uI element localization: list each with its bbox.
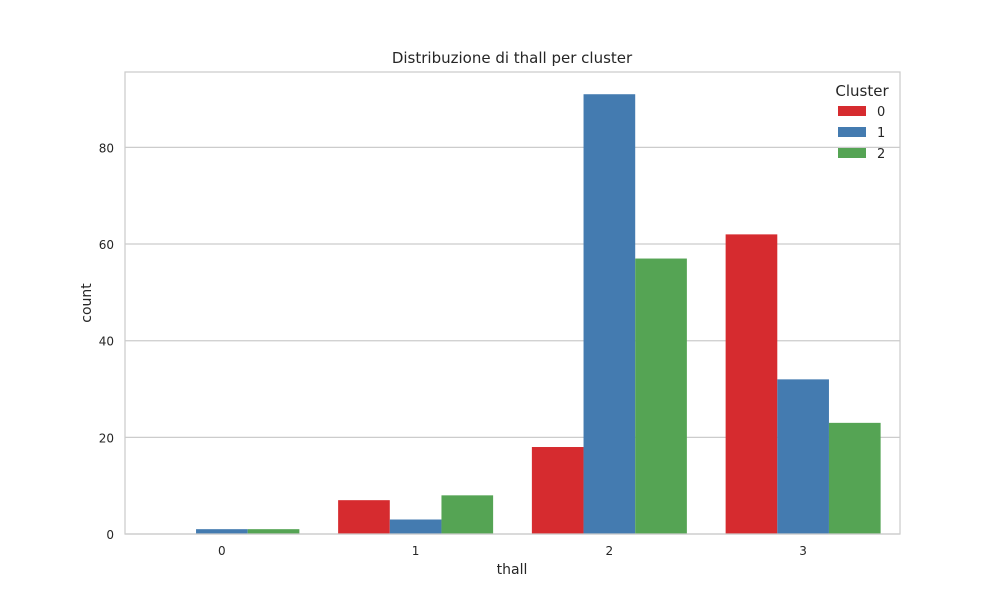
bar-cluster-2-thall-2: [635, 258, 687, 534]
x-tick-label-3: 3: [799, 544, 807, 558]
y-axis-label: count: [79, 283, 95, 323]
y-tick-label-4: 80: [99, 141, 114, 155]
legend-label-2: 2: [877, 147, 885, 162]
legend-title: Cluster: [835, 82, 889, 100]
bar-cluster-2-thall-1: [441, 495, 494, 534]
legend-swatch-0: [838, 106, 866, 116]
axes-frame: [124, 71, 901, 535]
y-tick-label-2: 40: [99, 335, 114, 349]
bar-cluster-2-thall-3: [828, 422, 881, 534]
legend-swatch-1: [838, 127, 866, 137]
legend-label-1: 1: [877, 126, 885, 141]
x-tick-label-1: 1: [412, 544, 420, 558]
bar-cluster-2-thall-0: [247, 529, 300, 534]
y-tick-label-3: 60: [99, 238, 114, 252]
legend-label-0: 0: [877, 105, 885, 120]
bar-cluster-1-thall-0: [196, 529, 248, 534]
y-tick-label-0: 0: [106, 528, 114, 542]
x-tick-label-0: 0: [218, 544, 226, 558]
bar-cluster-0-thall-2: [531, 447, 584, 534]
x-tick-label-2: 2: [606, 544, 614, 558]
bar-cluster-1-thall-3: [777, 379, 829, 534]
chart-title: Distribuzione di thall per cluster: [392, 49, 633, 67]
legend-swatch-2: [838, 148, 866, 158]
bars: [196, 94, 881, 534]
tick-labels: 0 20 40 60 80 0 1 2 3: [99, 141, 807, 558]
bar-cluster-0-thall-1: [338, 500, 390, 534]
bar-cluster-1-thall-2: [583, 94, 636, 534]
legend: Cluster 0 1 2: [835, 82, 889, 162]
bar-cluster-0-thall-3: [725, 234, 778, 534]
x-axis-label: thall: [497, 562, 528, 578]
bar-cluster-1-thall-1: [389, 519, 442, 534]
y-tick-label-1: 20: [99, 431, 114, 445]
